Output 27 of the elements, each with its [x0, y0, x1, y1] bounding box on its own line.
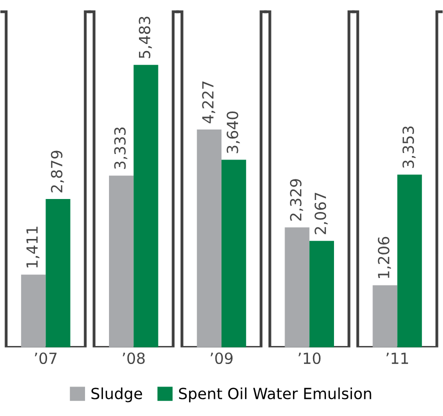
bar	[284, 227, 310, 348]
data-label: 2,329	[290, 179, 304, 221]
bar	[397, 174, 422, 348]
data-label: 4,227	[202, 82, 216, 124]
legend-label: Spent Oil Water Emulsion	[179, 387, 372, 402]
x-tick-label: ’09	[210, 352, 233, 364]
x-tick-label: ’08	[122, 352, 145, 364]
x-tick-label: ’11	[386, 352, 408, 364]
bar	[309, 240, 334, 348]
data-label: 1,206	[378, 236, 391, 278]
legend-label: Sludge	[91, 387, 142, 402]
bar	[196, 130, 222, 348]
x-tick-label: ’07	[34, 352, 57, 364]
bar	[21, 274, 46, 348]
data-label: 1,411	[26, 226, 40, 268]
bar	[222, 160, 246, 348]
bar	[134, 64, 158, 348]
data-label: 2,879	[50, 150, 64, 192]
x-tick-label: ’10	[298, 352, 321, 364]
bar	[46, 199, 70, 348]
data-label: 5,483	[138, 16, 152, 58]
data-label: 3,353	[402, 126, 416, 168]
bar	[372, 285, 398, 348]
data-label: 3,640	[226, 112, 240, 154]
data-label: 2,067	[314, 192, 328, 234]
bar	[108, 176, 134, 348]
data-label: 3,333	[114, 128, 128, 169]
